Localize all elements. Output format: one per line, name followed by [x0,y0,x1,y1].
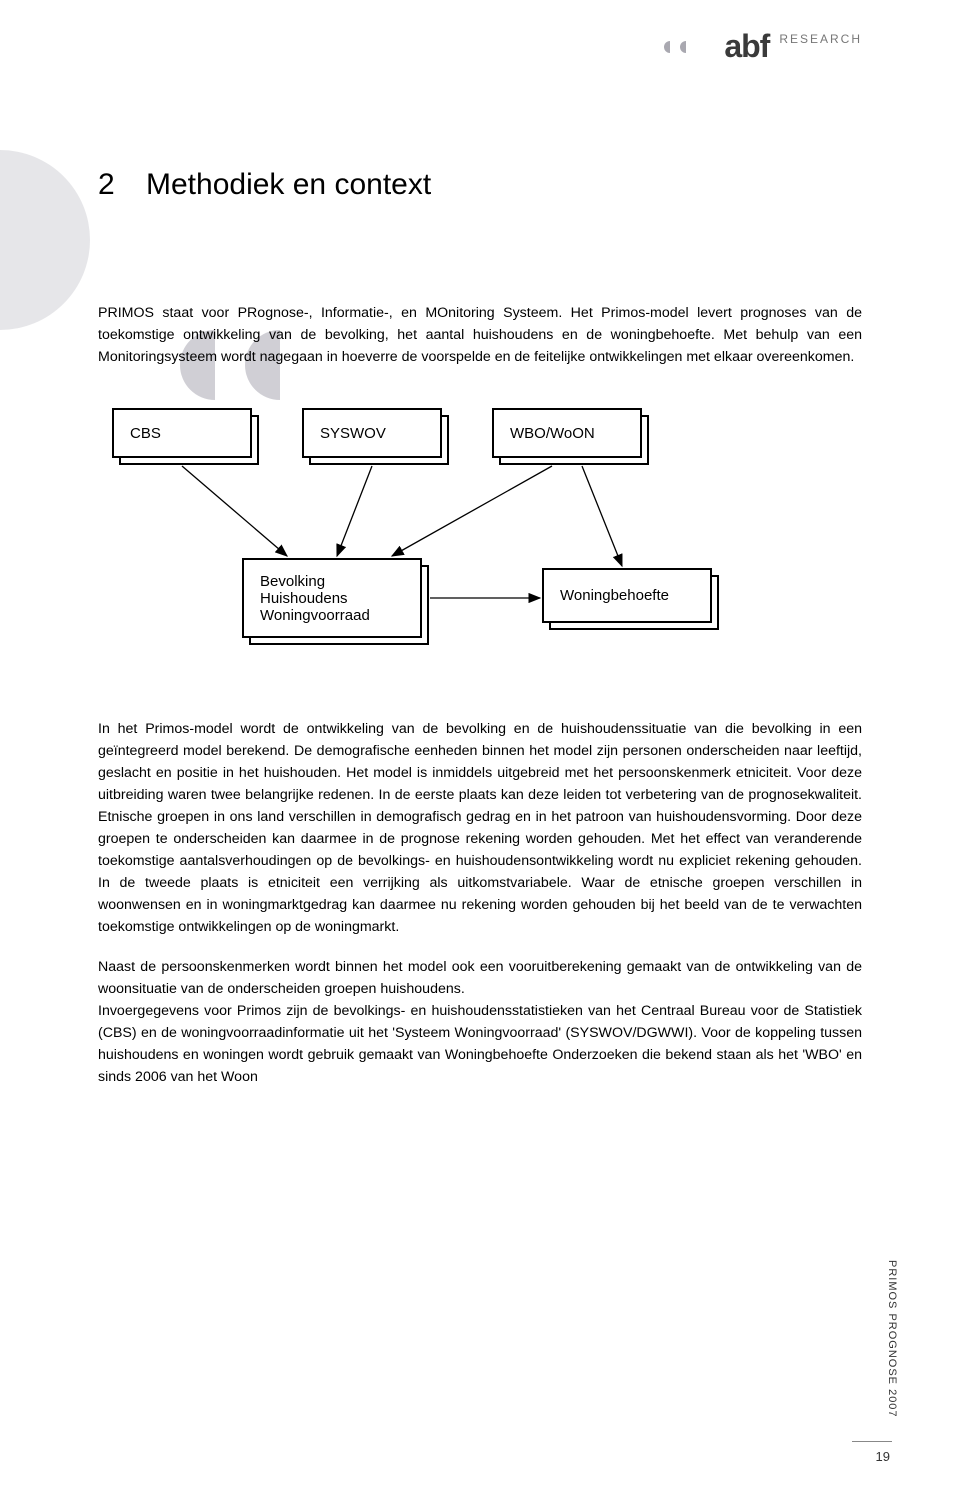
chapter-title: 2Methodiek en context [98,168,862,202]
logo-main: abf [724,28,769,65]
flowchart: CBS SYSWOV WBO/WoON Bevolking Huishoudens W… [112,408,792,668]
flowchart-node-wbowoon: WBO/WoON [492,408,642,458]
side-label: PRIMOS PROGNOSE 2007 [886,1260,898,1418]
watermark-semicircle [0,150,90,330]
flowchart-node-bevolking: Bevolking Huishoudens Woningvoorraad [242,558,422,638]
logo-dots [664,41,686,53]
page-number-line [852,1441,892,1442]
flowchart-node-syswov: SYSWOV [302,408,442,458]
page-header: abf RESEARCH [664,28,862,65]
chapter-text: Methodiek en context [146,168,431,201]
page-content: 2Methodiek en context PRIMOS staat voor … [98,168,862,1088]
body-paragraph-1: In het Primos-model wordt de ontwikkelin… [98,718,862,938]
flowchart-node-cbs: CBS [112,408,252,458]
body-paragraph-3: Invoergegevens voor Primos zijn de bevol… [98,1000,862,1088]
body-paragraph-2: Naast de persoonskenmerken wordt binnen … [98,956,862,1000]
intro-paragraph: PRIMOS staat voor PRognose-, Informatie-… [98,302,862,368]
page-number: 19 [876,1449,890,1464]
flowchart-node-woningbehoefte: Woningbehoefte [542,568,712,623]
logo-sub: RESEARCH [779,32,862,46]
chapter-number: 2 [98,168,146,202]
